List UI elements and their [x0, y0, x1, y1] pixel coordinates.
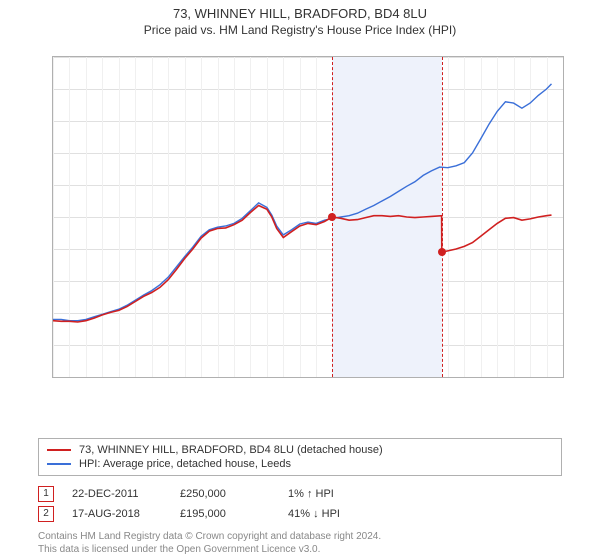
gridline-h [53, 377, 563, 378]
page-subtitle: Price paid vs. HM Land Registry's House … [0, 23, 600, 37]
page-title: 73, WHINNEY HILL, BRADFORD, BD4 8LU [0, 6, 600, 21]
event-row: 1 22-DEC-2011 £250,000 1% HPI [38, 484, 562, 504]
arrow-up-icon [307, 488, 313, 500]
plot-area: £0£50K£100K£150K£200K£250K£300K£350K£400… [52, 56, 564, 378]
event-delta: 1% HPI [288, 488, 378, 500]
event-delta: 41% HPI [288, 508, 378, 520]
chart: £0£50K£100K£150K£200K£250K£300K£350K£400… [0, 50, 600, 430]
footer: Contains HM Land Registry data © Crown c… [38, 530, 562, 556]
legend-item: HPI: Average price, detached house, Leed… [47, 457, 553, 471]
footer-line1: Contains HM Land Registry data © Crown c… [38, 530, 562, 543]
legend-item: 73, WHINNEY HILL, BRADFORD, BD4 8LU (det… [47, 443, 553, 457]
event-marker: 2 [38, 506, 54, 522]
events-table: 1 22-DEC-2011 £250,000 1% HPI 2 17-AUG-2018 £1… [38, 484, 562, 524]
event-marker: 1 [38, 486, 54, 502]
arrow-down-icon [313, 508, 319, 520]
legend: 73, WHINNEY HILL, BRADFORD, BD4 8LU (det… [38, 438, 562, 476]
footer-line2: This data is licensed under the Open Gov… [38, 543, 562, 556]
legend-swatch [47, 463, 71, 465]
event-date: 17-AUG-2018 [72, 508, 162, 520]
series-layer [53, 57, 563, 377]
event-price: £250,000 [180, 488, 270, 500]
legend-swatch [47, 449, 71, 451]
price-dot [328, 213, 336, 221]
price-dot [438, 248, 446, 256]
event-date: 22-DEC-2011 [72, 488, 162, 500]
series-line [53, 84, 552, 321]
event-row: 2 17-AUG-2018 £195,000 41% HPI [38, 504, 562, 524]
event-price: £195,000 [180, 508, 270, 520]
legend-label: 73, WHINNEY HILL, BRADFORD, BD4 8LU (det… [79, 444, 383, 456]
legend-label: HPI: Average price, detached house, Leed… [79, 458, 291, 470]
